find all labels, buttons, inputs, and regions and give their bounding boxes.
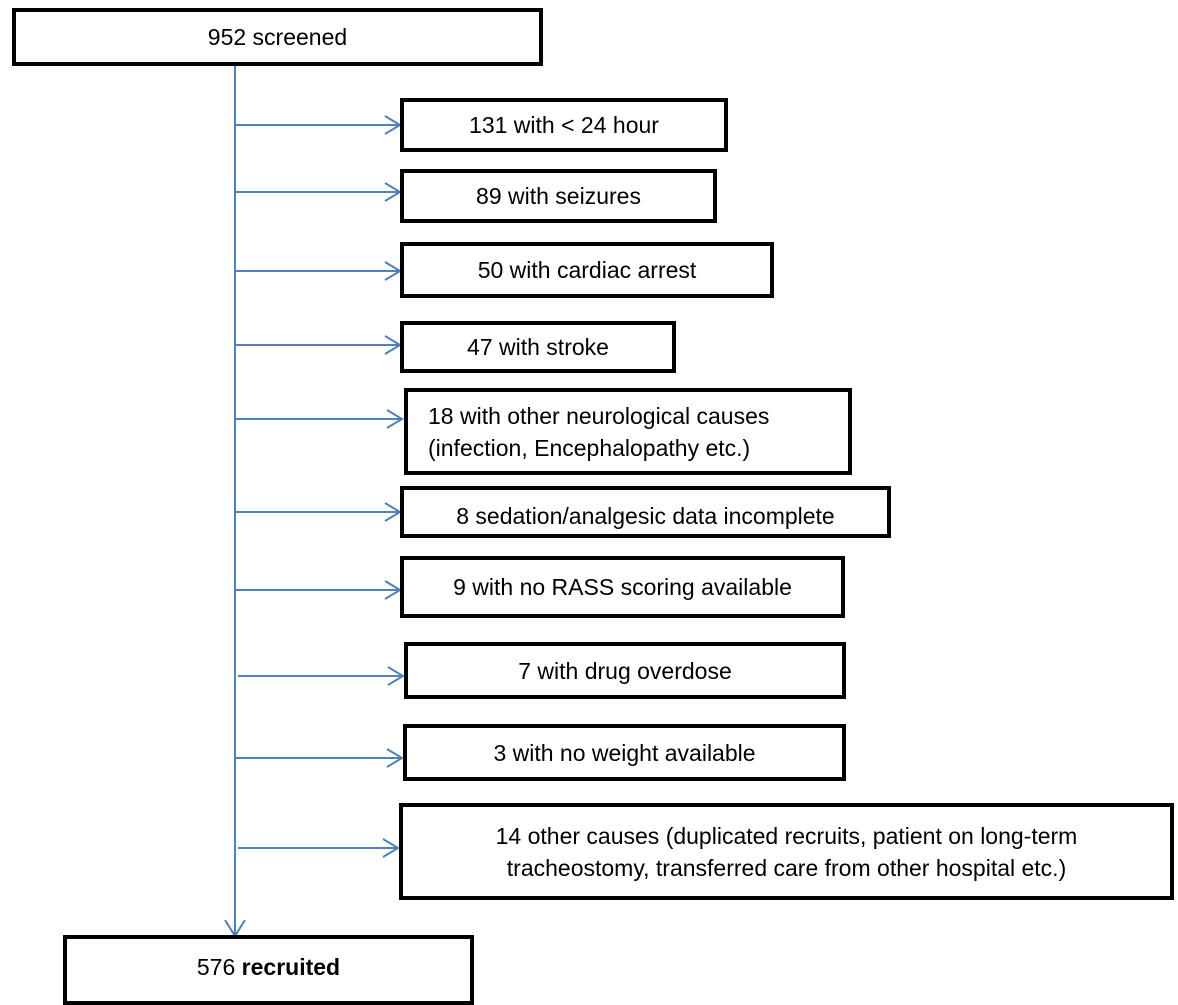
exclusion-text: 89 with seizures [476,183,641,209]
exclusion-arrow-5 [235,502,402,522]
exclusion-box-under-24-hour: 131 with < 24 hour [400,98,728,152]
exclusion-text: 8 sedation/analgesic data incomplete [456,503,835,529]
exclusion-box-drug-overdose: 7 with drug overdose [404,642,846,699]
recruited-text: 576 recruited [67,951,470,983]
exclusion-arrow-6 [235,580,402,600]
exclusion-text: 7 with drug overdose [518,657,732,684]
exclusion-box-sedation-data-incomplete: 8 sedation/analgesic data incomplete [400,486,891,538]
exclusion-text: 3 with no weight available [493,739,756,766]
screened-box: 952 screened [12,8,543,66]
exclusion-arrow-7 [238,666,405,686]
exclusion-box-other-neurological: 18 with other neurological causes (infec… [404,388,852,475]
exclusion-text: 47 with stroke [467,334,609,360]
exclusion-box-stroke: 47 with stroke [400,321,676,373]
recruited-box: 576 recruited [63,935,474,1005]
exclusion-arrow-9 [238,838,400,858]
exclusion-arrow-8 [235,748,404,768]
exclusion-arrow-2 [235,261,402,281]
exclusion-text-line-2: (infection, Encephalopathy etc.) [428,434,751,461]
exclusion-arrow-4 [235,409,404,429]
exclusion-text-line-1: 18 with other neurological causes [428,402,770,429]
recruited-label: recruited [241,954,341,980]
exclusion-arrow-1 [235,182,402,202]
exclusion-text-line-1: 14 other causes (duplicated recruits, pa… [495,822,1078,849]
exclusion-box-other-causes: 14 other causes (duplicated recruits, pa… [399,803,1174,900]
exclusion-box-cardiac-arrest: 50 with cardiac arrest [400,242,774,298]
exclusion-arrow-0 [235,115,402,135]
screened-text: 952 screened [207,24,348,50]
exclusion-arrow-3 [235,335,402,355]
exclusion-box-no-rass-scoring: 9 with no RASS scoring available [400,556,845,618]
recruited-count: 576 [196,954,236,980]
exclusion-text: 50 with cardiac arrest [477,257,697,283]
exclusion-text-line-2: tracheostomy, transferred care from othe… [506,854,1067,881]
exclusion-text: 9 with no RASS scoring available [453,574,792,600]
exclusion-text: 131 with < 24 hour [469,112,659,138]
exclusion-box-no-weight: 3 with no weight available [403,724,846,781]
exclusion-box-seizures: 89 with seizures [400,169,717,223]
